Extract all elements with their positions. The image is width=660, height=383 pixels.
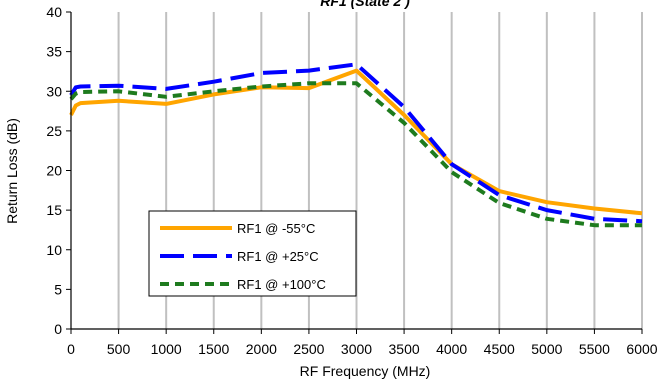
axes	[66, 11, 643, 334]
y-axis-label: Return Loss (dB)	[4, 118, 20, 224]
series-line-1	[69, 68, 643, 216]
y-tick-label: 25	[46, 123, 62, 139]
y-tick-label: 0	[54, 321, 62, 337]
x-tick-label: 5500	[579, 341, 610, 357]
x-tick-label: 1000	[151, 341, 182, 357]
x-tick-label: 2500	[293, 341, 324, 357]
y-tick-label: 5	[54, 281, 62, 297]
y-tick-label: 35	[46, 44, 62, 60]
x-tick-label: 5000	[531, 341, 562, 357]
grid-lines	[117, 12, 643, 329]
legend-label-2: RF1 @ +25°C	[237, 249, 319, 264]
x-tick-label: 3000	[341, 341, 372, 357]
y-tick-label: 10	[46, 242, 62, 258]
y-tick-label: 15	[46, 202, 62, 218]
series-line-3	[69, 81, 642, 228]
x-tick-label: 3500	[389, 341, 420, 357]
x-tick-label: 2000	[246, 341, 277, 357]
legend-label-1: RF1 @ -55°C	[237, 221, 315, 236]
chart-title: RF1 (State 2 )	[320, 0, 410, 9]
y-tick-label: 30	[46, 83, 62, 99]
x-tick-label: 0	[67, 341, 75, 357]
series-line-2	[69, 62, 643, 224]
series-lines	[69, 62, 643, 228]
legend-label-3: RF1 @ +100°C	[237, 277, 326, 292]
x-tick-label: 4000	[436, 341, 467, 357]
legend-box	[148, 210, 357, 297]
x-tick-label: 500	[107, 341, 131, 357]
legend: RF1 @ -55°C RF1 @ +25°C RF1 @ +100°C	[148, 210, 357, 297]
x-tick-label: 6000	[626, 341, 657, 357]
x-axis-label: RF Frequency (MHz)	[300, 363, 431, 379]
y-tick-label: 40	[46, 4, 62, 20]
y-tick-labels: 0 5 10 15 20 25 30 35 40	[46, 4, 62, 337]
x-tick-label: 1500	[198, 341, 229, 357]
y-tick-label: 20	[46, 163, 62, 179]
x-tick-label: 4500	[484, 341, 515, 357]
x-tick-labels: 0 500 1000 1500 2000 2500 3000 3500 4000 4500 5000…	[67, 341, 658, 357]
